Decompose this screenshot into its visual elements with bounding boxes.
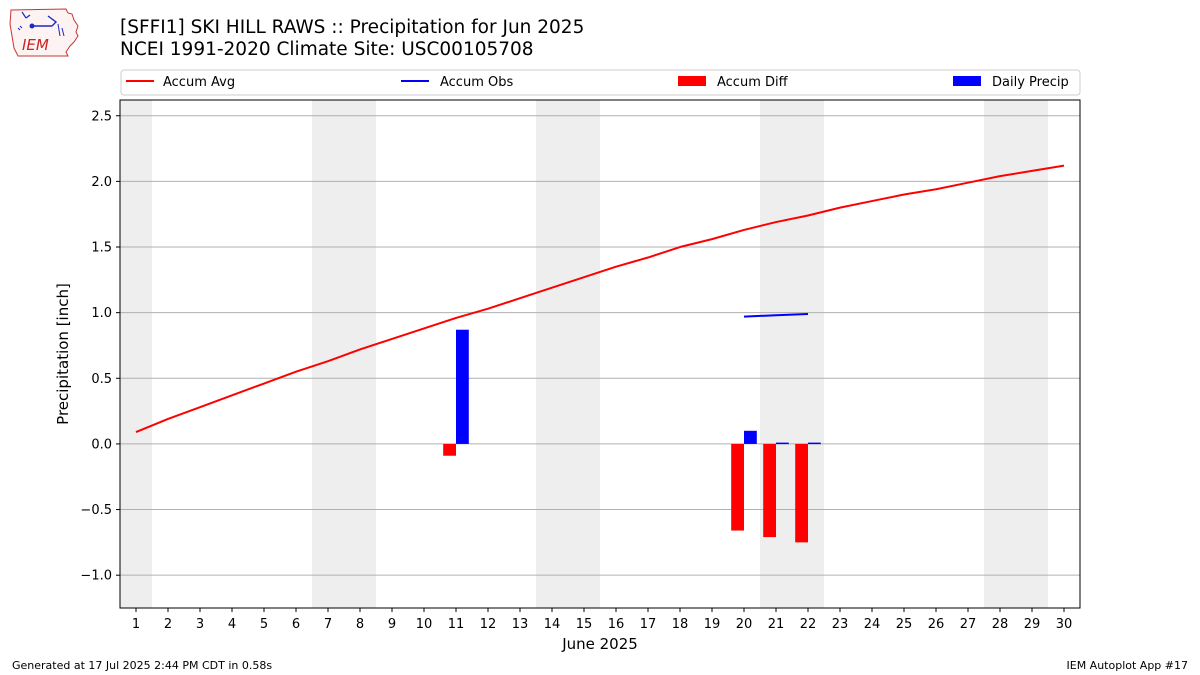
- x-tick-label: 1: [132, 617, 140, 632]
- app-credit: IEM Autoplot App #17: [1066, 659, 1189, 672]
- x-tick-label: 7: [324, 617, 332, 632]
- weekend-shade: [1016, 100, 1048, 608]
- x-tick-label: 14: [544, 617, 561, 632]
- line-layer: [135, 164, 1065, 434]
- weekend-shade: [536, 100, 568, 608]
- daily-precip-bar: [776, 442, 789, 445]
- weekend-shade: [120, 100, 152, 608]
- accum-diff-bar: [731, 443, 744, 531]
- x-tick-label: 13: [512, 617, 529, 632]
- x-tick-label: 3: [196, 617, 204, 632]
- daily-precip-bar: [744, 430, 757, 444]
- weekend-shade: [312, 100, 344, 608]
- chart-subtitle: NCEI 1991-2020 Climate Site: USC00105708: [120, 39, 534, 60]
- x-tick-label: 25: [896, 617, 913, 632]
- x-tick-label: 11: [448, 617, 465, 632]
- x-tick-label: 26: [928, 617, 945, 632]
- y-tick-label: 1.0: [91, 306, 112, 321]
- x-tick-label: 5: [260, 617, 268, 632]
- legend-accum-diff-label: Accum Diff: [717, 75, 789, 90]
- x-tick-label: 28: [992, 617, 1009, 632]
- x-tick-label: 27: [960, 617, 977, 632]
- y-tick-label: 2.0: [91, 175, 112, 190]
- y-tick-label: 2.5: [91, 109, 112, 124]
- iem-logo-graphic: IEM: [9, 8, 79, 57]
- weekend-shade: [568, 100, 600, 608]
- accum-diff-bar: [763, 443, 776, 538]
- y-tick-label: −0.5: [80, 503, 112, 518]
- y-tick-label: −1.0: [80, 569, 112, 584]
- x-tick-label: 10: [416, 617, 433, 632]
- generated-timestamp: Generated at 17 Jul 2025 2:44 PM CDT in …: [12, 659, 273, 672]
- accum-avg-line: [135, 164, 1065, 434]
- x-tick-label: 30: [1056, 617, 1073, 632]
- x-tick-label: 19: [704, 617, 721, 632]
- chart-title: [SFFI1] SKI HILL RAWS :: Precipitation f…: [120, 17, 585, 38]
- y-tick-label: 0.5: [91, 372, 112, 387]
- legend-accum-diff-swatch: [678, 76, 706, 86]
- x-axis-label: June 2025: [561, 635, 638, 653]
- daily-precip-bar: [808, 442, 821, 445]
- x-tick-label: 6: [292, 617, 300, 632]
- x-tick-label: 9: [388, 617, 396, 632]
- x-tick-label: 18: [672, 617, 689, 632]
- y-tick-label: 1.5: [91, 241, 112, 256]
- x-tick-label: 4: [228, 617, 236, 632]
- legend-box: [120, 69, 1081, 96]
- x-tick-label: 17: [640, 617, 657, 632]
- x-tick-label: 29: [1024, 617, 1041, 632]
- x-tick-label: 20: [736, 617, 753, 632]
- x-tick-label: 8: [356, 617, 364, 632]
- weekend-shade: [984, 100, 1016, 608]
- daily-precip-bar: [456, 329, 469, 444]
- x-tick-label: 12: [480, 617, 497, 632]
- x-tick-label: 22: [800, 617, 817, 632]
- x-tick-label: 21: [768, 617, 785, 632]
- y-axis-label: Precipitation [inch]: [54, 283, 72, 425]
- accum-diff-bar: [795, 443, 808, 543]
- legend-accum-avg-label: Accum Avg: [163, 75, 235, 90]
- legend-daily-precip-swatch: [953, 76, 981, 86]
- y-tick-label: 0.0: [91, 437, 112, 452]
- plot-frame: [119, 99, 1081, 609]
- tick-layer: −1.0−0.50.00.51.01.52.02.51 2 3 4 5 6 7 8 9 10 11 1…: [80, 109, 1072, 632]
- svg-text:IEM: IEM: [22, 36, 49, 54]
- legend-daily-precip-label: Daily Precip: [992, 75, 1069, 90]
- legend: Accum Avg Accum Obs Accum Diff Daily Pre…: [120, 69, 1081, 96]
- x-tick-label: 24: [864, 617, 881, 632]
- x-tick-label: 2: [164, 617, 172, 632]
- accum-obs-line: [743, 312, 809, 318]
- iem-logo: IEM: [8, 6, 82, 60]
- legend-accum-obs-label: Accum Obs: [440, 75, 513, 90]
- bar-layer: [443, 329, 821, 543]
- x-tick-label: 16: [608, 617, 625, 632]
- accum-diff-bar: [443, 443, 456, 456]
- x-tick-label: 23: [832, 617, 849, 632]
- x-tick-label: 15: [576, 617, 593, 632]
- weekend-shading-layer: [120, 100, 1048, 608]
